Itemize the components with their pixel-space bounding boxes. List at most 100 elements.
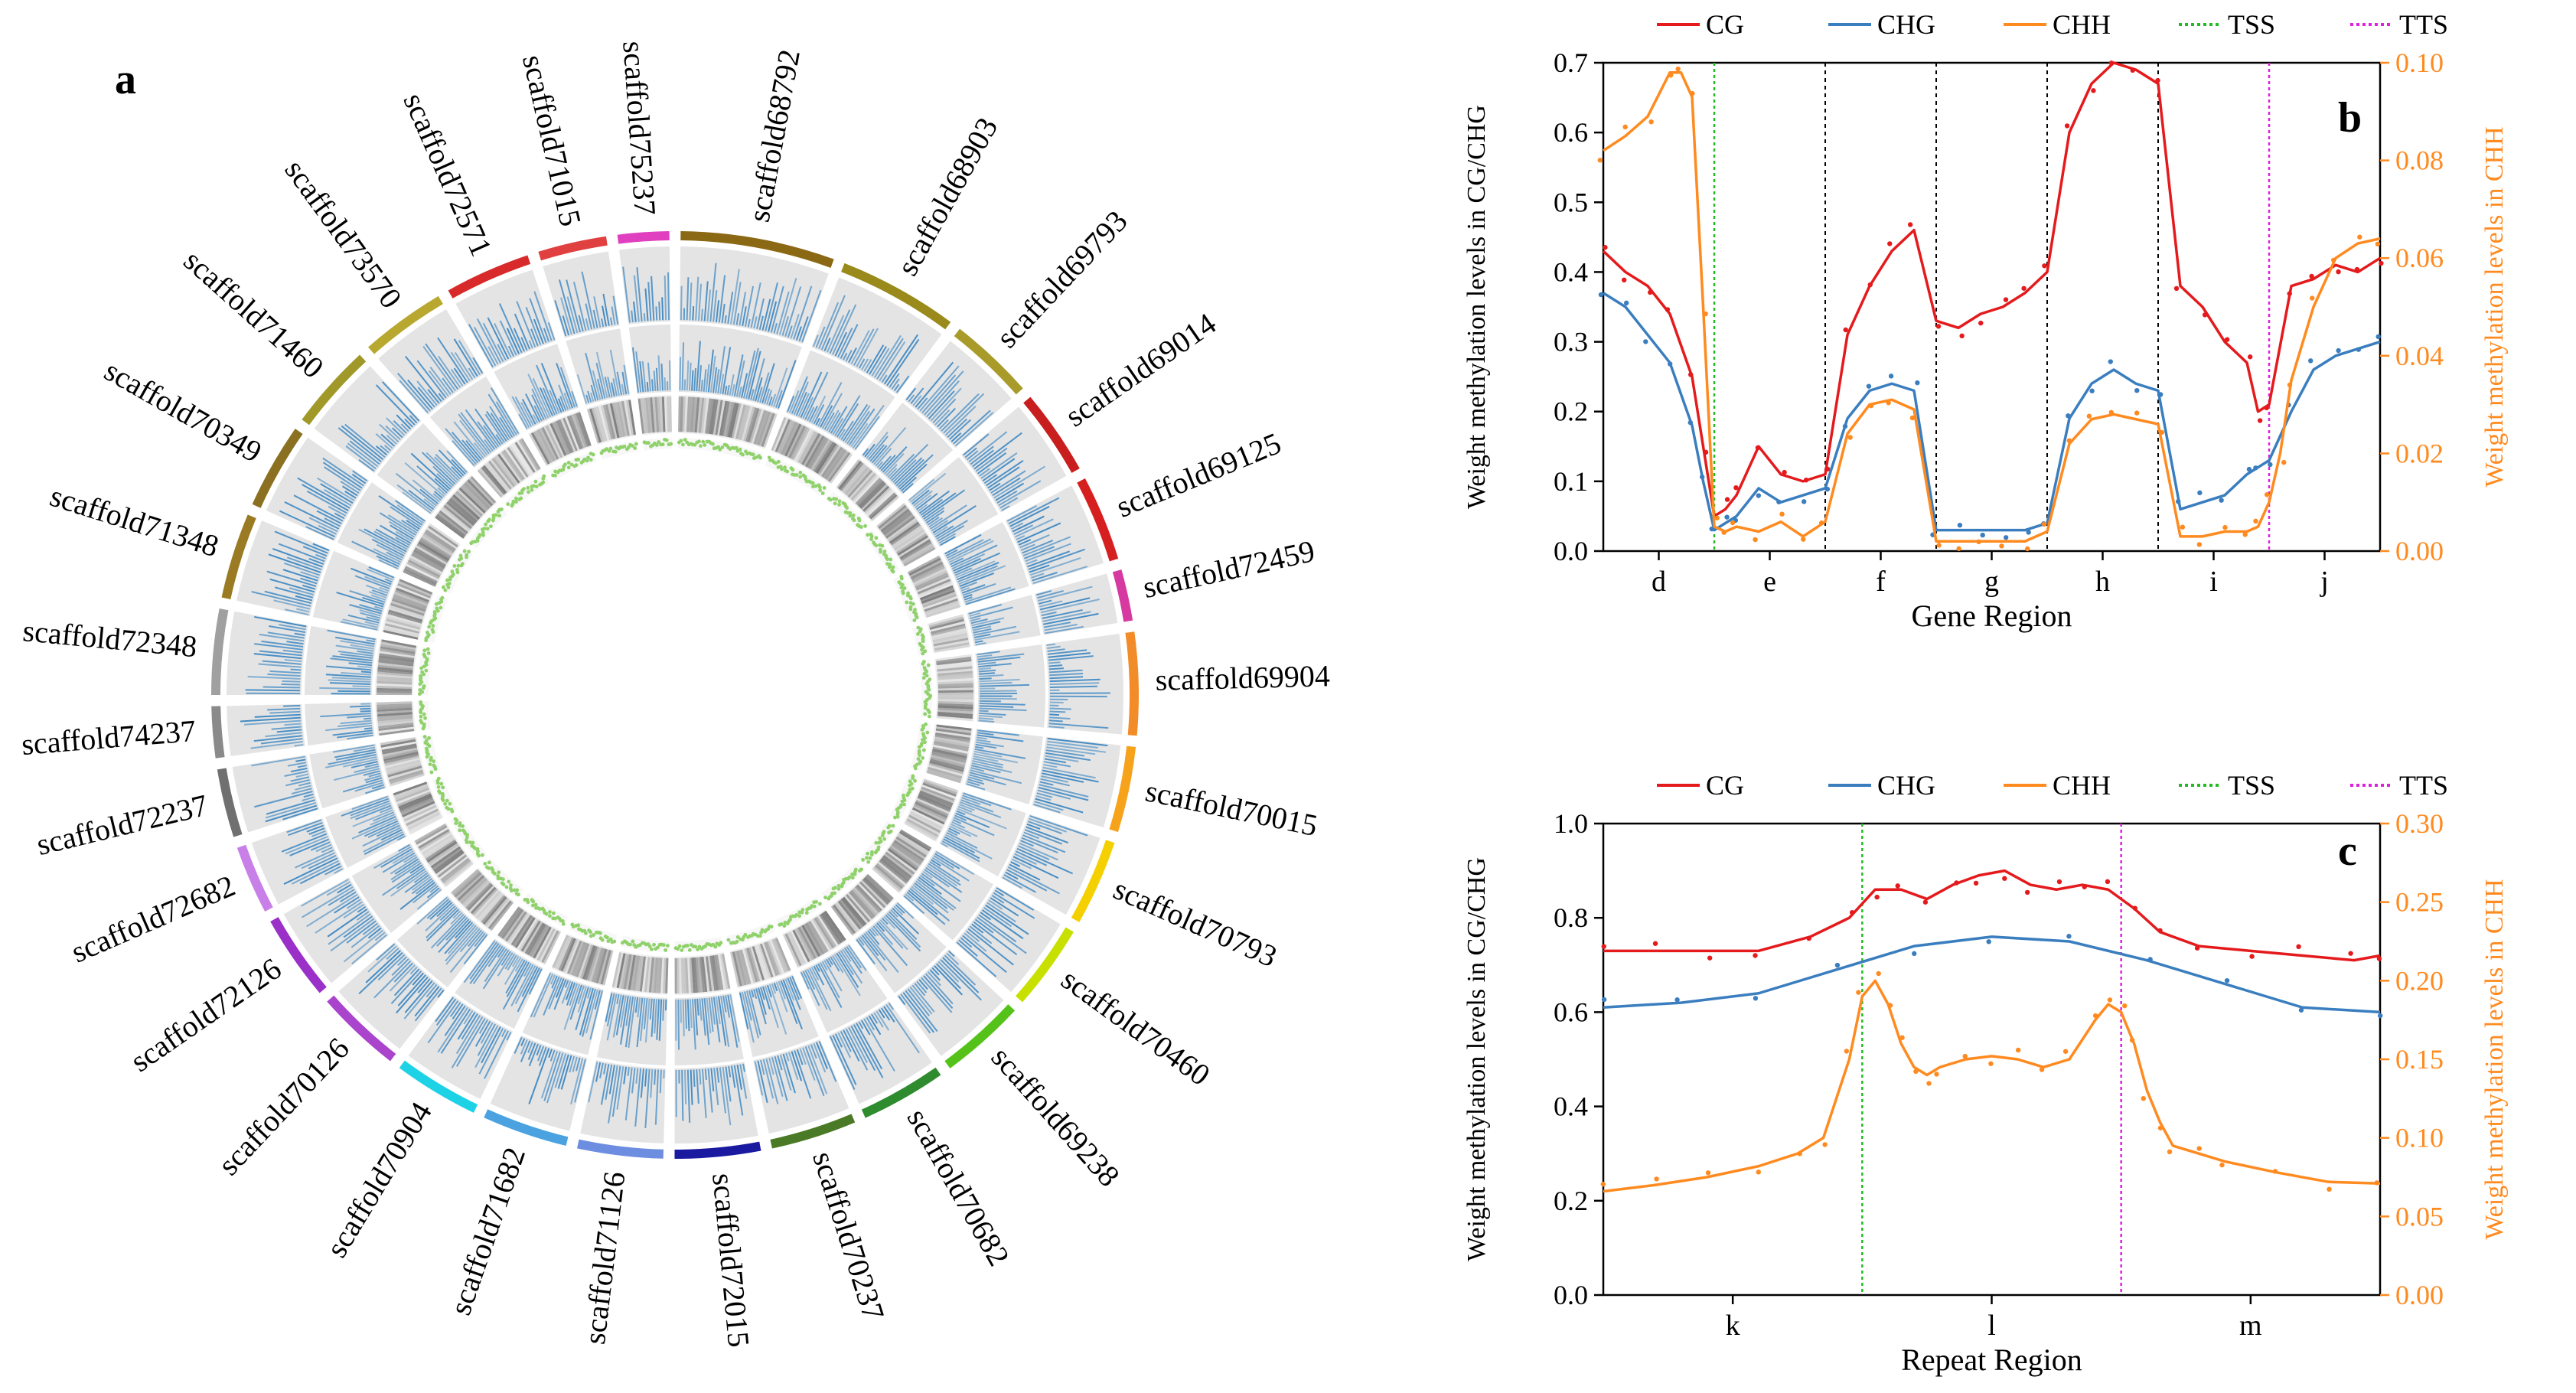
methylation-mark — [484, 439, 494, 452]
methylation-mark — [469, 941, 497, 980]
gc-mark — [422, 735, 427, 739]
x-tick-label: j — [2319, 566, 2329, 598]
methylation-mark — [390, 524, 414, 540]
series-point-chg — [2356, 347, 2362, 352]
methylation-mark — [768, 301, 778, 332]
density-mark — [428, 525, 458, 548]
gc-mark — [508, 886, 513, 891]
density-mark — [769, 940, 784, 974]
gc-mark — [654, 947, 658, 951]
density-mark — [380, 737, 416, 745]
density-mark — [680, 396, 683, 432]
methylation-mark — [634, 997, 639, 1013]
gc-mark — [514, 496, 518, 501]
methylation-mark — [445, 926, 479, 965]
methylation-mark — [490, 412, 510, 441]
density-mark — [749, 946, 763, 981]
density-mark — [539, 929, 557, 962]
methylation-mark — [426, 887, 440, 899]
gc-mark — [484, 865, 489, 869]
methylation-mark — [587, 390, 592, 403]
series-point-chh — [2222, 524, 2228, 530]
density-mark — [377, 705, 412, 710]
series-point-cg — [2064, 123, 2070, 129]
density-mark — [391, 600, 426, 615]
methylation-mark — [726, 384, 730, 396]
methylation-mark — [1039, 599, 1052, 605]
methylation-mark — [1026, 826, 1068, 844]
gc-mark — [631, 939, 635, 944]
methylation-mark — [612, 295, 619, 325]
methylation-mark — [1049, 682, 1100, 686]
density-mark — [729, 403, 739, 439]
scaffold-sector: scaffold68792 — [677, 47, 834, 464]
gc-mark — [874, 536, 879, 540]
methylation-mark — [351, 795, 389, 811]
methylation-mark — [426, 909, 459, 941]
density-mark — [931, 628, 967, 638]
methylation-mark — [1035, 794, 1052, 801]
series-point-chg — [1986, 939, 1991, 944]
density-mark — [930, 756, 966, 768]
methylation-mark — [745, 347, 759, 400]
series-point-cg — [1601, 944, 1606, 949]
methylation-mark — [520, 337, 528, 351]
gc-mark — [455, 568, 459, 572]
gc-mark — [483, 862, 487, 866]
series-point-chg — [2377, 1013, 2383, 1019]
methylation-mark — [978, 717, 994, 720]
density-mark — [856, 479, 883, 507]
density-mark — [885, 851, 915, 875]
density-mark — [899, 539, 931, 559]
methylation-mark — [1027, 550, 1070, 568]
methylation-mark — [871, 1013, 879, 1024]
methylation-mark — [397, 373, 431, 412]
methylation-mark — [460, 412, 492, 453]
methylation-mark — [973, 758, 1004, 766]
methylation-mark — [823, 960, 843, 992]
methylation-mark — [735, 313, 740, 325]
methylation-mark — [854, 416, 880, 450]
density-mark — [377, 712, 412, 717]
density-mark — [578, 944, 592, 978]
methylation-mark — [712, 290, 718, 322]
density-mark — [792, 929, 810, 963]
methylation-mark — [910, 387, 924, 404]
methylation-mark — [848, 347, 857, 364]
series-point-cg — [2155, 77, 2160, 83]
methylation-mark — [894, 457, 923, 485]
density-mark — [536, 928, 556, 961]
series-point-chh — [2309, 295, 2315, 301]
gc-mark — [905, 793, 910, 798]
density-mark — [457, 875, 485, 902]
series-point-chh — [1868, 403, 1874, 409]
series-point-chg — [2066, 934, 2072, 939]
gc-mark — [497, 870, 501, 875]
density-mark — [669, 396, 672, 432]
methylation-mark — [925, 510, 944, 524]
methylation-mark — [1043, 612, 1099, 625]
methylation-mark — [622, 266, 631, 323]
density-mark — [846, 468, 871, 497]
density-mark — [907, 816, 940, 836]
density-mark — [529, 924, 549, 957]
methylation-mark — [376, 555, 399, 567]
methylation-mark — [355, 804, 392, 820]
methylation-mark — [392, 850, 414, 864]
density-mark — [934, 644, 970, 653]
scaffold-label: scaffold70904 — [319, 1096, 439, 1264]
density-mark — [464, 880, 491, 908]
methylation-mark — [710, 1068, 715, 1091]
density-mark — [465, 481, 492, 508]
methylation-mark — [683, 1069, 687, 1104]
methylation-mark — [977, 452, 1007, 475]
methylation-mark — [603, 1063, 607, 1075]
density-mark — [598, 406, 610, 441]
density-mark — [391, 598, 426, 612]
methylation-mark — [487, 317, 510, 360]
series-point-cg — [2202, 312, 2208, 318]
methylation-mark — [595, 362, 606, 399]
methylation-mark — [810, 395, 827, 423]
methylation-mark — [350, 705, 371, 708]
methylation-mark — [297, 765, 307, 768]
